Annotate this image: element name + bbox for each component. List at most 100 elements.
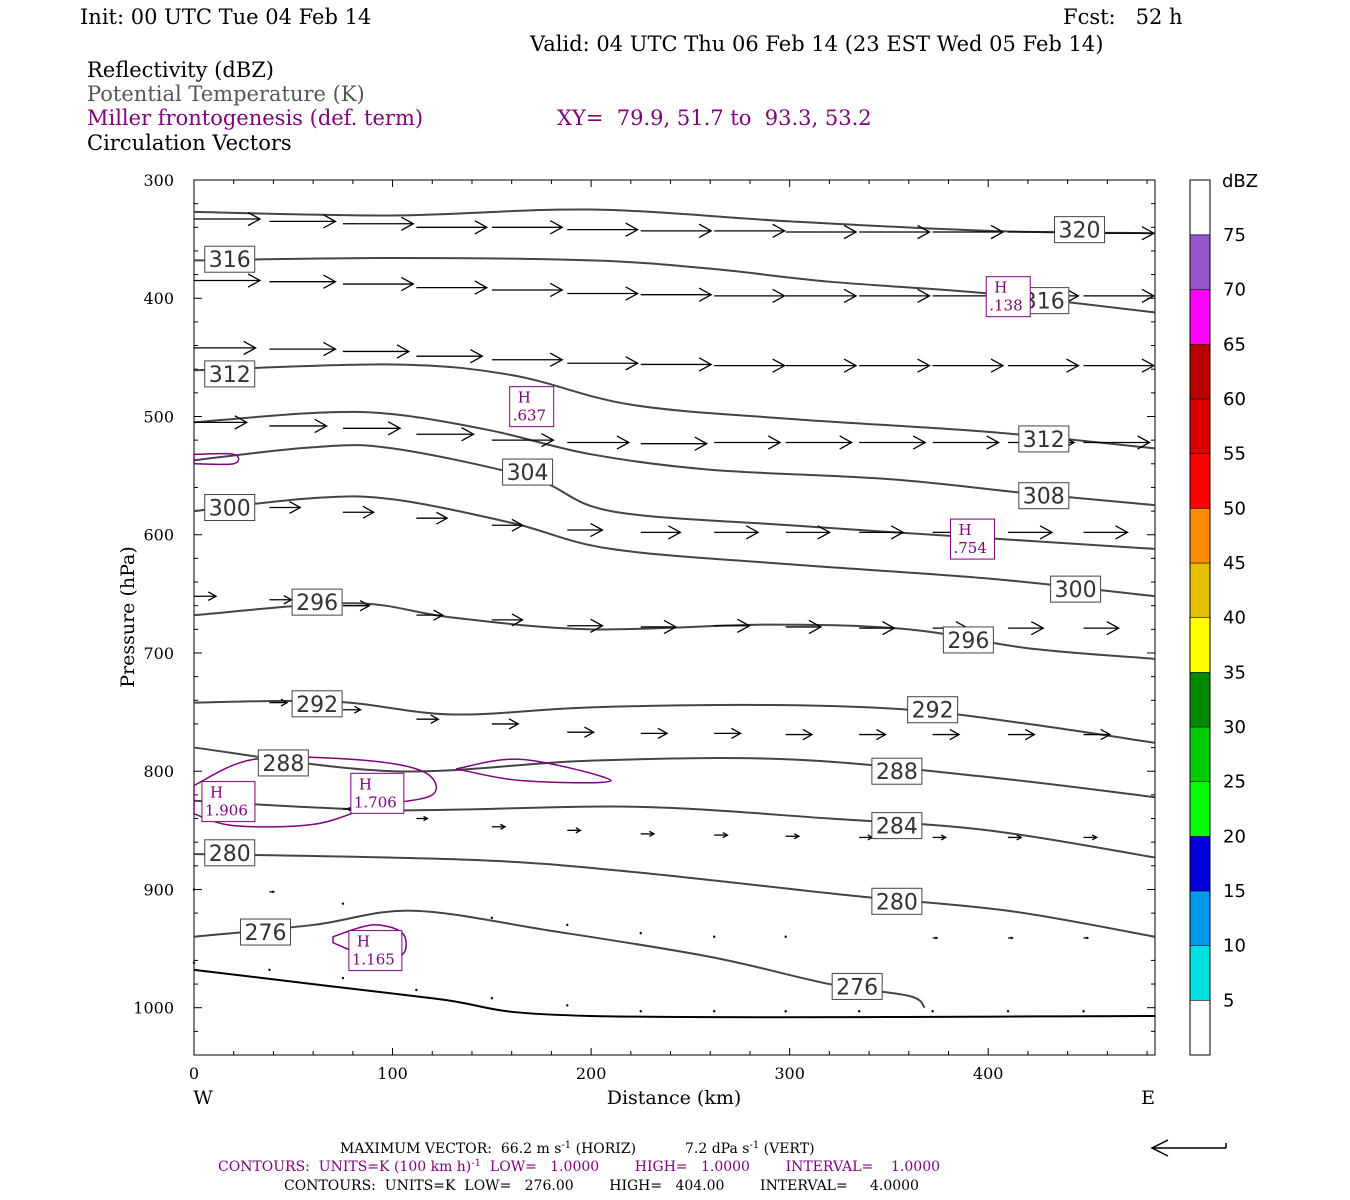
circulation-vector xyxy=(1083,936,1090,940)
circulation-vector xyxy=(566,1004,569,1007)
frontogenesis-max-letter: H xyxy=(958,521,971,539)
theta-contour-284 xyxy=(193,799,1156,859)
vector-head xyxy=(500,823,507,830)
theta-label: 288 xyxy=(262,752,304,777)
vector-head xyxy=(737,618,751,633)
theta-label-box xyxy=(1054,216,1106,244)
circulation-vector xyxy=(491,518,524,532)
theta-label-box xyxy=(204,360,256,388)
colorbar-tick-label: 20 xyxy=(1223,826,1246,847)
vector-head xyxy=(243,340,257,356)
vector-head xyxy=(817,525,832,540)
circulation-vector xyxy=(342,276,415,292)
circulation-vector xyxy=(416,714,440,724)
circulation-vector xyxy=(713,935,716,938)
theta-label-box xyxy=(871,812,923,840)
frontogenesis-contour-caption: CONTOURS: UNITS=K (100 km h)-1 LOW= 1.00… xyxy=(218,1158,940,1175)
theta-label-box xyxy=(942,626,994,654)
circulation-vector xyxy=(932,358,1005,373)
colorbar-tick-label: 45 xyxy=(1223,553,1246,574)
colorbar-frame xyxy=(1189,179,1211,1056)
circulation-vector xyxy=(269,594,293,605)
frontogenesis-contour xyxy=(193,452,240,466)
vector-head xyxy=(423,815,429,822)
frontogenesis-contours xyxy=(193,452,612,960)
circulation-vector xyxy=(859,358,931,373)
vector-head xyxy=(990,224,1005,240)
circulation-vector xyxy=(1083,358,1156,373)
vector-head xyxy=(722,831,729,839)
circulation-vector xyxy=(567,827,582,834)
y-axis-label: Pressure (hPa) xyxy=(117,546,139,688)
circulation-vector xyxy=(491,823,507,830)
vector-head xyxy=(657,727,669,740)
vector-head xyxy=(698,357,713,372)
theta-label-box xyxy=(1018,425,1070,453)
vector-head xyxy=(1010,936,1014,940)
reference-vector-arrow xyxy=(1150,1139,1227,1157)
vector-head xyxy=(470,349,484,364)
circulation-vector xyxy=(194,591,218,602)
circulation-vector xyxy=(859,834,874,841)
init-time: Init: 00 UTC Tue 04 Feb 14 xyxy=(80,5,371,29)
circulation-vector xyxy=(567,726,596,738)
frontogenesis-max-value: .637 xyxy=(513,407,546,425)
circulation-vector xyxy=(1083,435,1151,450)
vector-head xyxy=(1141,288,1156,304)
circulation-vector xyxy=(491,718,520,730)
colorbar-segment xyxy=(1189,562,1211,618)
frontogenesis-max-letter: H xyxy=(357,933,370,951)
theta-label-box xyxy=(204,494,256,522)
theta-contour-300 xyxy=(193,495,1156,598)
circulation-vector xyxy=(194,340,257,356)
circulation-vector xyxy=(416,511,449,525)
vector-head xyxy=(890,525,905,540)
vector-head xyxy=(917,358,931,373)
circulation-vector xyxy=(416,220,489,235)
circulation-vector xyxy=(415,988,418,992)
vector-head xyxy=(843,224,858,240)
circulation-vector xyxy=(640,223,713,239)
vector-head xyxy=(649,830,656,837)
vector-head xyxy=(549,282,564,298)
circulation-vector xyxy=(714,618,751,633)
vector-head xyxy=(1141,358,1156,373)
vector-head xyxy=(1066,288,1080,304)
frontogenesis-max-box xyxy=(509,386,555,428)
vector-head xyxy=(511,613,524,627)
colorbar-segment xyxy=(1189,179,1211,236)
vector-head xyxy=(247,211,262,227)
circulation-vector xyxy=(567,222,640,237)
theta-label: 312 xyxy=(1023,428,1065,453)
vector-head xyxy=(839,435,854,450)
circulation-vector xyxy=(269,341,337,357)
circulation-vector xyxy=(1008,728,1036,741)
frontogenesis-max-value: .754 xyxy=(953,539,986,557)
circulation-vector xyxy=(714,435,782,450)
frontogenesis-max-box xyxy=(348,930,403,972)
vector-head xyxy=(625,286,640,301)
circulation-vector xyxy=(1006,1010,1010,1013)
circulation-vector xyxy=(1083,834,1099,841)
colorbar-tick-label: 50 xyxy=(1223,498,1246,519)
circulation-vector xyxy=(785,833,801,840)
vector-head xyxy=(323,341,337,357)
colorbar-tick-label: 40 xyxy=(1223,608,1246,629)
circulation-vector xyxy=(1008,834,1023,841)
vector-head xyxy=(590,618,604,633)
vector-head xyxy=(1137,435,1151,450)
x-axis-west-label: W xyxy=(193,1087,213,1109)
frontogenesis-contour xyxy=(455,758,612,784)
vector-head xyxy=(247,273,262,288)
theta-label-box xyxy=(204,245,256,273)
theta-contour-288 xyxy=(193,746,1156,799)
circulation-vector xyxy=(859,288,931,304)
vector-head xyxy=(511,518,524,532)
circulation-vector xyxy=(269,890,276,894)
circulation-vector xyxy=(785,619,823,635)
circulation-vector xyxy=(714,223,786,239)
vector-head xyxy=(698,287,713,302)
theta-contours xyxy=(193,208,1156,1019)
frontogenesis-max-box xyxy=(350,772,405,814)
